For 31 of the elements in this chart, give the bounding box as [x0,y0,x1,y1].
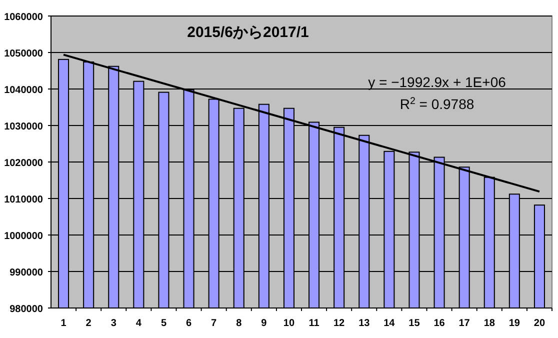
y-tick-label: 1020000 [4,158,44,169]
x-tick-label: 12 [334,318,346,329]
x-tick-label: 1 [60,318,67,329]
x-tick-label: 10 [283,318,295,329]
x-tick-label: 5 [160,318,167,329]
x-tick-label: 11 [308,318,320,329]
y-tick-label: 1030000 [4,122,44,132]
x-tick-label: 18 [484,318,496,329]
x-tick-label: 17 [458,318,470,329]
x-tick-label: 2 [86,318,92,329]
x-tick-label: 8 [236,318,242,329]
annotation: R$^{2}$ = 0.9788 [400,96,474,112]
x-tick-label: 4 [136,318,142,329]
x-tick-label: 20 [534,318,546,329]
x-tick-label: 3 [110,318,117,329]
x-tick-label: 7 [211,318,218,329]
x-tick-label: 15 [408,318,420,329]
text: 2015/6から2017/1 [187,24,309,41]
x-tick-label: 6 [186,318,192,329]
x-tick-label: 16 [434,318,446,329]
y-tick-label: 980000 [10,304,44,315]
y-tick-label: 1000000 [4,231,44,242]
x-tick-label: 9 [261,318,268,329]
y-tick-label: 1060000 [4,12,44,23]
y-tick-label: 1040000 [4,85,44,96]
x-tick-label: 19 [508,318,520,329]
y-tick-label: 1050000 [4,48,44,60]
x-tick-label: 14 [384,318,396,329]
y-tick-label: 990000 [10,268,44,278]
x-tick-label: 13 [358,318,370,329]
y-tick-label: 1010000 [4,194,44,206]
